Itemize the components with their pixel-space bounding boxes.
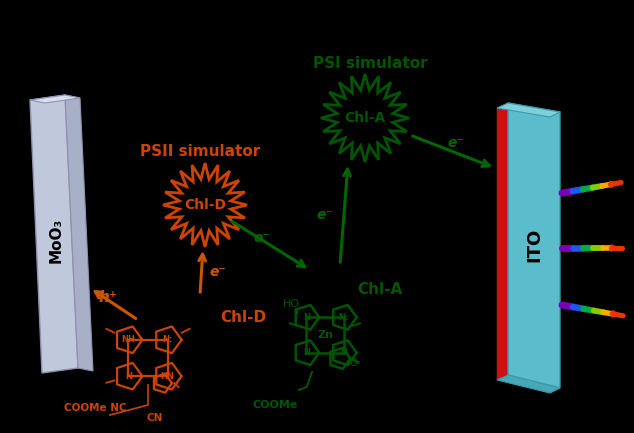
Text: N: N [303, 313, 310, 322]
Text: HN: HN [160, 372, 174, 381]
Text: COOMe NC: COOMe NC [63, 403, 126, 413]
Text: N:: N: [162, 335, 173, 344]
Text: Chl-D: Chl-D [184, 198, 226, 212]
Text: e⁻: e⁻ [254, 231, 270, 245]
Text: NH: NH [122, 335, 135, 344]
Text: e⁻: e⁻ [448, 136, 464, 150]
Text: PSI simulator: PSI simulator [313, 56, 427, 71]
Text: N: N [340, 348, 347, 357]
Text: N:: N: [339, 313, 349, 322]
Text: CN: CN [147, 413, 163, 423]
Text: COOMe: COOMe [252, 400, 298, 410]
Polygon shape [508, 103, 560, 388]
Polygon shape [30, 95, 78, 373]
Text: Chl-A: Chl-A [344, 111, 385, 125]
Polygon shape [65, 95, 93, 371]
Polygon shape [30, 95, 80, 103]
Text: MoO₃: MoO₃ [48, 217, 63, 263]
Text: HO: HO [283, 299, 300, 309]
Text: Zn: Zn [317, 330, 333, 340]
Text: h⁺: h⁺ [98, 290, 117, 304]
Text: ITO: ITO [525, 228, 543, 262]
Text: N: N [303, 348, 310, 357]
Text: N: N [125, 372, 132, 381]
Polygon shape [497, 103, 508, 380]
Text: e⁻: e⁻ [316, 208, 333, 222]
Polygon shape [497, 103, 560, 117]
Text: O: O [349, 359, 357, 368]
Text: Chl-A: Chl-A [358, 282, 403, 297]
Text: Chl-D: Chl-D [220, 310, 266, 326]
Text: e⁻: e⁻ [210, 265, 226, 279]
Text: PSII simulator: PSII simulator [140, 143, 260, 158]
Polygon shape [497, 375, 560, 393]
